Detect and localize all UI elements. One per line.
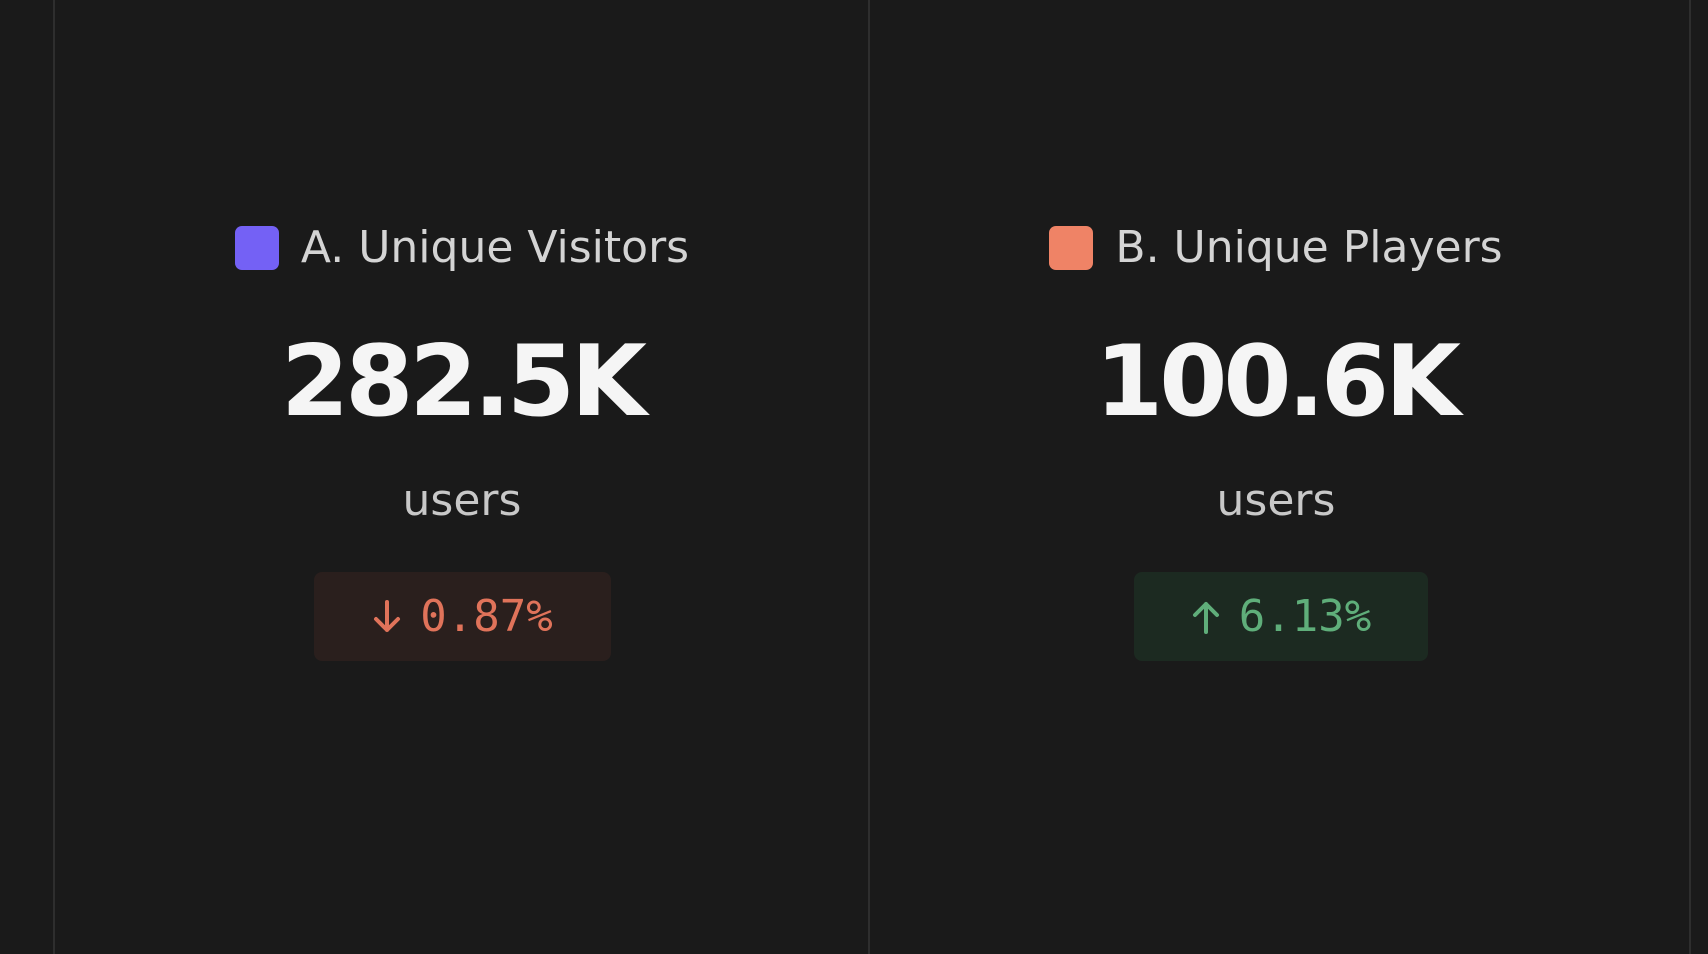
change-value: 6.13% [1238, 591, 1372, 642]
metric-value: 100.6K [1095, 325, 1461, 439]
change-value: 0.87% [420, 591, 553, 642]
metric-label: A. Unique Visitors [300, 222, 690, 273]
divider [1689, 0, 1691, 954]
metric-title: B. Unique Players [870, 222, 1682, 273]
metric-card: B. Unique Players 100.6K users 6.13% [870, 0, 1682, 954]
change-badge: 0.87% [314, 572, 611, 661]
metric-value: 282.5K [281, 325, 647, 439]
divider [53, 0, 55, 954]
arrow-down-icon [374, 599, 401, 632]
color-swatch [234, 225, 279, 270]
metric-label: B. Unique Players [1115, 222, 1503, 273]
metric-card: A. Unique Visitors 282.5K users 0.87% [56, 0, 868, 954]
divider [868, 0, 870, 954]
metric-unit: users [402, 475, 522, 526]
arrow-up-icon [1192, 601, 1219, 634]
metric-title: A. Unique Visitors [56, 222, 868, 273]
color-swatch [1049, 225, 1094, 270]
change-badge: 6.13% [1134, 572, 1428, 661]
metric-unit: users [1216, 475, 1336, 526]
